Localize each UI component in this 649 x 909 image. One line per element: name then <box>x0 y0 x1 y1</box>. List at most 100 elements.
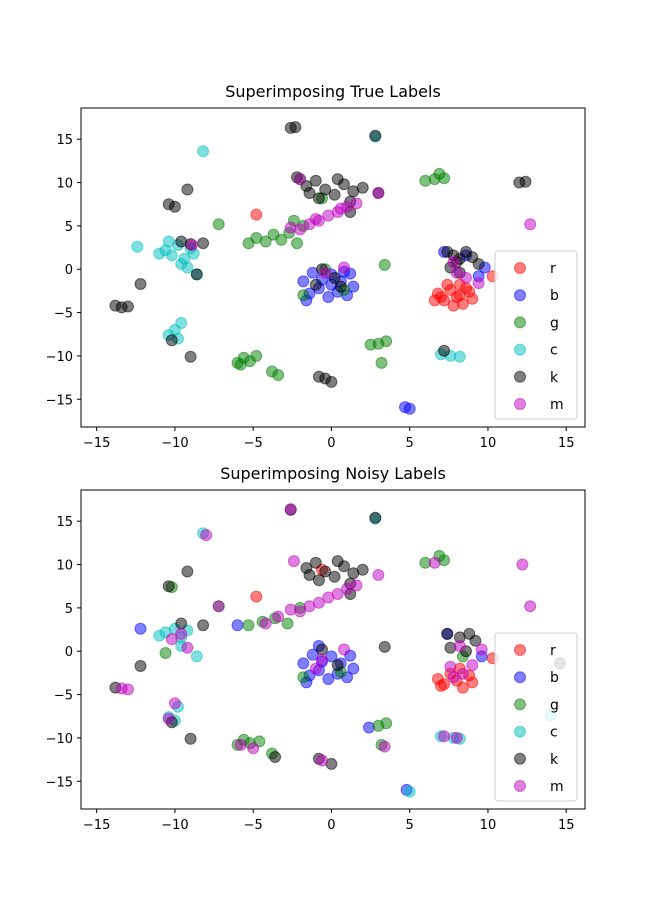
point-m <box>338 261 350 274</box>
legend-frame <box>494 632 578 802</box>
point-c <box>153 247 166 260</box>
x-tick-label: −5 <box>244 818 263 833</box>
legend-marker-c <box>514 725 526 738</box>
point-k <box>438 344 451 357</box>
point-g <box>159 647 172 659</box>
legend-label-g: g <box>550 315 559 331</box>
legend-marker-r <box>514 644 526 656</box>
point-k <box>319 565 332 578</box>
point-k <box>165 334 178 347</box>
point-m <box>460 271 472 284</box>
chart-true-labels: Superimposing True Labels −15 −10 −5 0 5 10 15… <box>46 82 586 451</box>
legend-marker-b <box>514 289 526 302</box>
x-tick-label: 15 <box>558 818 575 833</box>
point-r <box>435 679 447 692</box>
point-r <box>447 299 460 312</box>
y-tick-label: −5 <box>54 307 73 322</box>
point-g <box>380 717 393 730</box>
point-c <box>153 629 166 642</box>
x-tick-label: −15 <box>83 436 110 451</box>
legend-label-k: k <box>550 370 559 386</box>
point-k <box>309 174 322 187</box>
point-g <box>275 233 288 246</box>
point-m <box>438 730 451 743</box>
point-b <box>297 275 310 288</box>
point-r <box>466 292 479 305</box>
point-k <box>190 268 203 281</box>
point-m <box>122 683 134 696</box>
point-c <box>197 145 210 158</box>
point-m <box>316 653 328 666</box>
x-tick-label: −5 <box>244 436 263 451</box>
point-g <box>272 369 285 381</box>
point-k <box>331 555 344 568</box>
point-k <box>181 565 194 578</box>
legend-label-r: r <box>550 643 556 659</box>
y-tick-label: 15 <box>56 515 73 530</box>
point-c <box>165 249 178 262</box>
point-m <box>259 617 272 630</box>
point-k <box>469 634 482 647</box>
plot-frame <box>80 489 586 810</box>
point-m <box>175 627 188 640</box>
x-tick-label: 0 <box>327 818 335 833</box>
point-g <box>259 235 272 248</box>
chart-title: Superimposing True Labels <box>225 82 441 101</box>
y-tick-label: 5 <box>65 602 73 617</box>
y-tick-label: 15 <box>56 133 73 148</box>
x-tick-label: 5 <box>406 436 414 451</box>
point-g <box>380 335 393 348</box>
point-k <box>269 751 282 763</box>
point-m <box>309 662 322 675</box>
point-m <box>284 221 297 234</box>
point-m <box>450 731 463 744</box>
y-tick-label: −10 <box>46 350 73 365</box>
x-tick-label: 0 <box>327 436 335 451</box>
point-c <box>175 317 188 329</box>
chart-noisy-labels: Superimposing Noisy Labels −15 −10 −5 0 5 10 1… <box>46 464 586 833</box>
point-k <box>328 570 341 583</box>
x-tick-label: −10 <box>161 436 188 451</box>
legend-marker-k <box>514 370 526 383</box>
point-c <box>131 240 144 253</box>
point-k <box>162 580 175 593</box>
legend-marker-g <box>514 316 526 329</box>
point-g <box>375 356 388 369</box>
point-k <box>319 183 332 196</box>
legend-marker-k <box>514 752 526 765</box>
point-b <box>403 402 416 415</box>
point-m <box>234 738 247 751</box>
legend-marker-b <box>514 671 526 684</box>
point-k <box>331 173 344 186</box>
point-k <box>331 659 344 672</box>
point-m <box>524 600 537 613</box>
x-tick-label: −10 <box>161 818 188 833</box>
point-k <box>309 556 322 569</box>
point-m <box>456 667 469 680</box>
y-tick-label: 5 <box>65 220 73 235</box>
point-m <box>247 742 260 755</box>
point-k <box>369 511 382 524</box>
point-m <box>378 740 391 753</box>
point-k <box>378 640 391 653</box>
point-k <box>184 732 197 745</box>
point-m <box>372 187 385 199</box>
point-m <box>181 641 194 654</box>
point-k <box>134 278 147 290</box>
point-k <box>312 574 325 587</box>
y-tick-label: 10 <box>56 559 73 574</box>
point-k <box>181 183 194 196</box>
point-m <box>165 633 178 646</box>
legend-marker-m <box>514 780 526 792</box>
point-k <box>312 192 325 205</box>
point-k <box>309 278 322 291</box>
y-tick-label: 10 <box>56 177 73 192</box>
x-tick-label: 10 <box>480 436 497 451</box>
point-m <box>472 277 485 290</box>
legend-label-g: g <box>550 697 559 713</box>
y-tick-label: −15 <box>46 393 73 408</box>
point-g <box>242 619 255 632</box>
legend-marker-c <box>514 343 526 356</box>
point-g <box>297 289 310 302</box>
